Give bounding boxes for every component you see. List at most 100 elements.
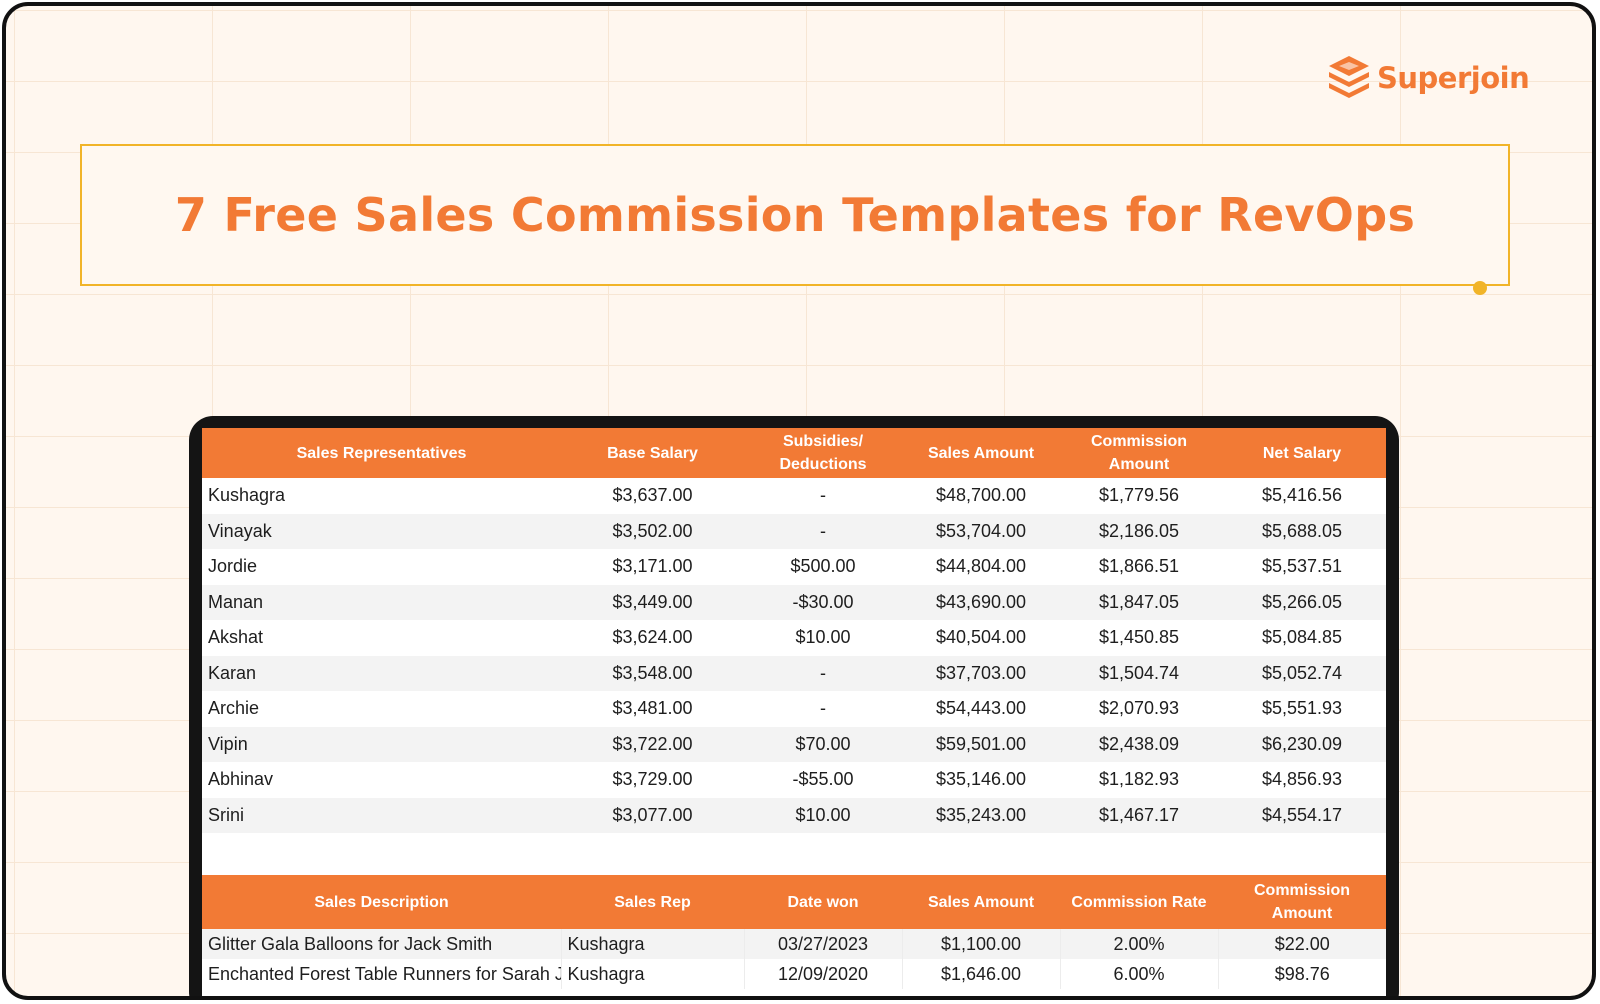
cell-rep: Abhinav <box>208 769 274 790</box>
cell-net-salary: $5,416.56 <box>1261 485 1343 506</box>
header-subsidies-deductions: Subsidies/ Deductions <box>744 428 902 478</box>
table-header-row: Sales Description Sales Rep Date won Sal… <box>202 875 1386 929</box>
table-header-row: Sales Representatives Base Salary Subsid… <box>202 428 1386 478</box>
table-spacer <box>202 833 1386 875</box>
cell-deductions: $10.00 <box>795 627 851 648</box>
page-title: 7 Free Sales Commission Templates for Re… <box>174 188 1416 242</box>
cell-commission: $2,438.09 <box>1060 726 1218 762</box>
table-row: Karan $3,548.00 - $37,703.00 $1,504.74 $… <box>202 655 1386 691</box>
cell-commission: $1,847.05 <box>1060 584 1218 620</box>
table-row: Enchanted Forest Table Runners for Sarah… <box>202 959 1386 989</box>
cell-sales-amount: $1,100.00 <box>902 929 1061 959</box>
header-commission-amount: Commission Amount <box>1218 875 1386 929</box>
header-sales-amount: Sales Amount <box>902 875 1060 929</box>
cell-sales-amount: $1,646.00 <box>902 959 1061 989</box>
cell-commission: $1,450.85 <box>1098 627 1180 648</box>
cell-net-salary: $6,230.09 <box>1218 726 1386 762</box>
cell-deductions: $70.00 <box>744 726 902 762</box>
cell-net-salary: $5,266.05 <box>1218 584 1386 620</box>
cell-commission: $2,186.05 <box>1060 513 1218 549</box>
header-commission-amount: Commission Amount <box>1060 428 1218 478</box>
cell-base-salary: $3,077.00 <box>561 797 744 833</box>
cell-base-salary: $3,637.00 <box>612 485 693 506</box>
cell-net-salary: $5,688.05 <box>1218 513 1386 549</box>
cell-base-salary: $3,548.00 <box>561 655 744 691</box>
cell-base-salary: $3,722.00 <box>561 726 744 762</box>
title-box: 7 Free Sales Commission Templates for Re… <box>80 144 1510 286</box>
cell-commission: $1,779.56 <box>1098 485 1180 506</box>
cell-date-won: 12/09/2020 <box>744 959 903 989</box>
cell-sales-rep: Kushagra <box>561 929 745 959</box>
header-sales-representatives: Sales Representatives <box>202 428 561 478</box>
cell-rep: Akshat <box>208 627 264 648</box>
cell-deductions: -$55.00 <box>792 769 854 790</box>
cell-deductions: - <box>820 698 826 719</box>
table-row: Manan $3,449.00 -$30.00 $43,690.00 $1,84… <box>202 584 1386 620</box>
cell-sales-amount: $53,704.00 <box>902 513 1060 549</box>
header-sales-description: Sales Description <box>202 875 561 929</box>
table-row: Jordie $3,171.00 $500.00 $44,804.00 $1,8… <box>202 549 1386 585</box>
cell-base-salary: $3,729.00 <box>612 769 693 790</box>
cell-rep: Manan <box>202 584 561 620</box>
table-row: Vipin $3,722.00 $70.00 $59,501.00 $2,438… <box>202 726 1386 762</box>
cell-net-salary: $5,052.74 <box>1218 655 1386 691</box>
brand-name: Superjoin <box>1377 61 1530 95</box>
cell-rep: Jordie <box>208 556 258 577</box>
header-commission-rate: Commission Rate <box>1060 875 1218 929</box>
cell-rep: Srini <box>202 797 561 833</box>
cell-deductions: - <box>820 485 826 506</box>
header-base-salary: Base Salary <box>561 428 744 478</box>
table-row: Kushagra $3,637.00 - $48,700.00 $1,779.5… <box>202 478 1386 514</box>
table-row: Akshat $3,624.00 $10.00 $40,504.00 $1,45… <box>202 620 1386 656</box>
header-net-salary: Net Salary <box>1218 428 1386 478</box>
cell-commission: $1,467.17 <box>1060 797 1218 833</box>
cell-sales-amount: $44,804.00 <box>935 556 1027 577</box>
cell-description: Enchanted Forest Table Runners for Sarah… <box>202 959 562 989</box>
cell-rep: Archie <box>208 698 260 719</box>
cell-commission-rate: 6.00% <box>1060 959 1219 989</box>
cell-sales-amount: $43,690.00 <box>902 584 1060 620</box>
cell-sales-amount: $48,700.00 <box>935 485 1027 506</box>
header-date-won: Date won <box>744 875 902 929</box>
cell-deductions: - <box>744 513 902 549</box>
brand-logo: Superjoin <box>1327 54 1530 102</box>
cell-sales-amount: $35,146.00 <box>935 769 1027 790</box>
cell-commission: $1,182.93 <box>1098 769 1180 790</box>
cell-net-salary: $5,537.51 <box>1261 556 1343 577</box>
cell-base-salary: $3,624.00 <box>612 627 693 648</box>
cell-sales-amount: $35,243.00 <box>902 797 1060 833</box>
cell-net-salary: $5,551.93 <box>1261 698 1343 719</box>
cell-rep: Vinayak <box>202 513 561 549</box>
cell-commission-rate: 2.00% <box>1060 929 1219 959</box>
cell-commission: $2,070.93 <box>1098 698 1180 719</box>
cell-description: Glitter Gala Balloons for Jack Smith <box>202 929 562 959</box>
cell-net-salary: $4,856.93 <box>1261 769 1343 790</box>
cell-commission: $1,866.51 <box>1098 556 1180 577</box>
cell-commission-amount: $98.76 <box>1274 963 1330 984</box>
table-row: Archie $3,481.00 - $54,443.00 $2,070.93 … <box>202 691 1386 727</box>
cell-net-salary: $4,554.17 <box>1218 797 1386 833</box>
header-sales-amount: Sales Amount <box>902 428 1060 478</box>
cell-sales-amount: $59,501.00 <box>902 726 1060 762</box>
title-box-handle <box>1473 281 1487 295</box>
table-row: Srini $3,077.00 $10.00 $35,243.00 $1,467… <box>202 797 1386 833</box>
header-sales-rep: Sales Rep <box>561 875 744 929</box>
sales-detail-table: Sales Description Sales Rep Date won Sal… <box>202 875 1386 989</box>
cell-base-salary: $3,449.00 <box>561 584 744 620</box>
commission-summary-table: Sales Representatives Base Salary Subsid… <box>202 428 1386 833</box>
cell-deductions: $500.00 <box>790 556 856 577</box>
cell-sales-amount: $40,504.00 <box>935 627 1027 648</box>
cell-sales-rep: Kushagra <box>561 959 745 989</box>
cell-rep: Karan <box>202 655 561 691</box>
cell-deductions: $10.00 <box>744 797 902 833</box>
cell-base-salary: $3,502.00 <box>561 513 744 549</box>
cell-sales-amount: $54,443.00 <box>935 698 1027 719</box>
cell-rep: Kushagra <box>208 485 286 506</box>
table-row: Glitter Gala Balloons for Jack Smith Kus… <box>202 929 1386 959</box>
cell-deductions: -$30.00 <box>744 584 902 620</box>
cell-sales-amount: $37,703.00 <box>902 655 1060 691</box>
spreadsheet-screen: Sales Representatives Base Salary Subsid… <box>202 428 1386 996</box>
cell-date-won: 03/27/2023 <box>744 929 903 959</box>
cell-deductions: - <box>744 655 902 691</box>
